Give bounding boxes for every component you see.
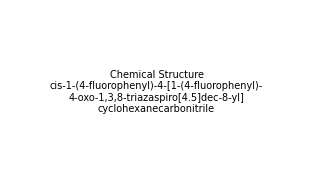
Text: Chemical Structure
cis-1-(4-fluorophenyl)-4-[1-(4-fluorophenyl)-
4-oxo-1,3,8-tri: Chemical Structure cis-1-(4-fluorophenyl… xyxy=(50,70,263,114)
